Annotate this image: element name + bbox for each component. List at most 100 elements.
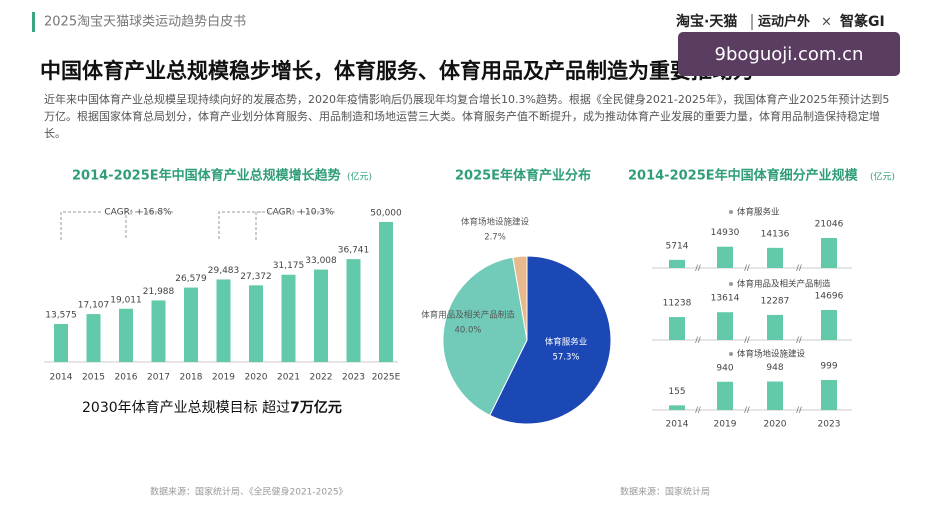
annotation-arrow [218,211,335,240]
x-tick-label: 2020 [764,420,787,430]
header-title: 2025淘宝天猫球类运动趋势白皮书 [44,14,246,30]
footnote: 2030年体育产业总规模目标 超过7万亿元 [82,399,342,416]
axis-break: // [744,406,750,415]
bar [669,317,685,340]
axis-break: // [695,406,701,415]
annotation: CAGR: +10.3% [266,208,334,218]
value-label: 5714 [666,241,689,251]
x-tick-label: 2023 [342,373,365,383]
bar [821,380,837,410]
bar [54,323,68,362]
bar [216,279,231,362]
legend-label: 体育服务业 [737,207,780,218]
pie-slice [442,256,528,416]
value-label: 29,483 [208,266,240,276]
value-label: 36,741 [338,246,370,256]
bar [119,308,133,362]
bar [346,259,361,362]
x-tick-label: 2019 [714,420,737,430]
footnote-part: 2030年体育产业总规模目标 超过 [82,400,290,416]
bar [281,274,296,362]
slice-label: 体育用品及相关产品制造 [421,310,515,321]
annotation-arrow [60,211,173,240]
legend-dot [729,352,733,356]
pie-slice [489,255,612,425]
logo: × [821,15,832,30]
slice-label: 体育服务业 [545,337,588,348]
chart-unit: (亿元) [870,171,895,183]
chart-unit: (亿元) [347,171,372,183]
x-tick-label: 2025E [372,373,401,383]
value-label: 21046 [815,220,844,230]
watermark: 9boguoji.com.cn [715,44,864,65]
x-tick-label: 2014 [50,373,73,383]
bar [314,269,328,362]
logo: 运动户外 [758,14,810,30]
value-label: 11238 [663,299,692,309]
value-label: 26,579 [175,274,207,284]
axis-break: // [796,336,802,345]
bar [717,381,733,410]
x-tick-label: 2014 [666,420,689,430]
x-tick-label: 2015 [82,373,105,383]
slice-value: 2.7% [484,233,506,243]
legend-label: 体育用品及相关产品制造 [737,279,831,290]
bar [767,381,783,410]
page-title: 中国体育产业总规模稳步增长，体育服务、体育用品及产品制造为重要推动力 [40,59,754,83]
value-label: 14696 [815,292,844,302]
value-label: 33,008 [305,256,337,266]
legend-dot [729,210,733,214]
value-label: 940 [716,363,733,373]
slice-value: 57.3% [552,353,579,363]
logo: 淘宝·天猫 [676,13,737,30]
value-label: 12287 [761,296,790,306]
axis-break: // [744,264,750,273]
source: 数据来源：国家统计局、《全民健身2021-2025》 [150,486,348,498]
axis-break: // [695,336,701,345]
logo: 智篆GI [839,13,885,30]
slice-value: 40.0% [454,326,481,336]
bar [669,259,685,268]
value-label: 13614 [711,294,740,304]
x-tick-label: 2018 [180,373,203,383]
value-label: 999 [820,362,837,372]
chart-title: 2014-2025E年中国体育细分产业规模 [628,168,859,184]
footnote-part: 7万亿元 [290,399,342,416]
value-label: 21,988 [143,287,175,297]
axis-break: // [796,406,802,415]
chart-title: 2025E年体育产业分布 [455,168,591,184]
annotation: CAGR: +16.8% [104,208,172,218]
bar [669,405,685,410]
value-label: 19,011 [110,295,142,305]
value-label: 27,372 [240,272,272,282]
bar [821,238,837,268]
bar [767,247,783,268]
value-label: 31,175 [273,261,305,271]
bar [717,312,733,340]
watermark-box [678,32,900,76]
axis-break: // [695,264,701,273]
header-accent [32,12,35,32]
value-label: 14136 [761,229,790,239]
bar [249,285,263,362]
x-tick-label: 2016 [115,373,138,383]
legend-label: 体育场地设施建设 [737,349,806,360]
bar [379,222,393,362]
chart-title: 2014-2025E年中国体育产业总规模增长趋势 [72,168,341,184]
axis-break: // [744,336,750,345]
bar [151,300,166,362]
x-tick-label: 2020 [245,373,268,383]
bar [184,287,198,362]
intro-paragraph: 近年来中国体育产业总规模呈现持续向好的发展态势，2020年疫情影响后仍展现年均复… [44,93,890,140]
value-label: 13,575 [45,310,77,320]
value-label: 14930 [711,228,740,238]
x-tick-label: 2021 [277,373,300,383]
axis-break: // [796,264,802,273]
x-tick-label: 2022 [310,373,333,383]
bar [821,310,837,340]
legend-dot [729,282,733,286]
bar [767,314,783,340]
x-tick-label: 2023 [818,420,841,430]
